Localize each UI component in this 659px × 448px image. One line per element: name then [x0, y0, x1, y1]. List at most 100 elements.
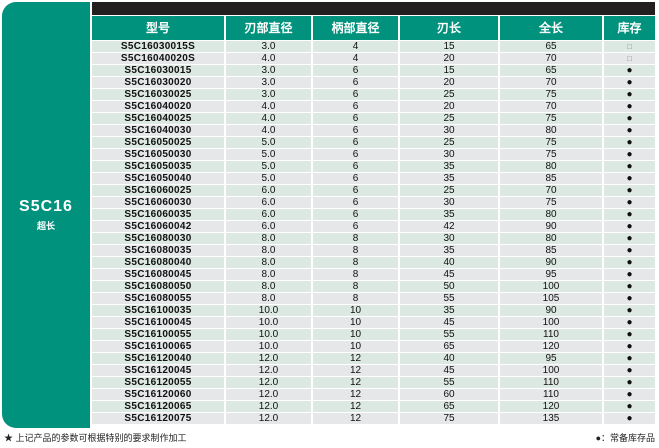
table-cell: 40: [398, 257, 498, 268]
table-cell: 8.0: [224, 269, 311, 280]
table-cell: S5C16100035: [92, 305, 224, 316]
table-cell: 30: [398, 197, 498, 208]
stock-legend: ●：常备库存品: [595, 433, 655, 443]
table-cell: S5C16040020S: [92, 53, 224, 64]
table-cell: 95: [498, 269, 602, 280]
table-cell: 6: [311, 137, 398, 148]
table-cell: 12.0: [224, 401, 311, 412]
table-cell: ●: [602, 173, 655, 184]
table-cell: 80: [498, 125, 602, 136]
table-cell: ●: [602, 65, 655, 76]
table-row: S5C16100045 10.0 10 45 100 ●: [92, 316, 655, 328]
table-cell: S5C16080040: [92, 257, 224, 268]
table-cell: 70: [498, 53, 602, 64]
table-cell: 35: [398, 209, 498, 220]
table-cell: 10.0: [224, 341, 311, 352]
table-cell: 6: [311, 173, 398, 184]
table-row: S5C16040030 4.0 6 30 80 ●: [92, 124, 655, 136]
table-cell: ●: [602, 209, 655, 220]
table-cell: S5C16080045: [92, 269, 224, 280]
table-cell: 110: [498, 389, 602, 400]
table-cell: 25: [398, 113, 498, 124]
table-cell: 6: [311, 101, 398, 112]
table-cell: 70: [498, 77, 602, 88]
table-cell: 12: [311, 389, 398, 400]
table-cell: 70: [498, 185, 602, 196]
table-cell: 8.0: [224, 257, 311, 268]
table-cell: 90: [498, 257, 602, 268]
table-cell: ●: [602, 257, 655, 268]
table-cell: S5C16080050: [92, 281, 224, 292]
table-cell: S5C16030020: [92, 77, 224, 88]
table-cell: 55: [398, 377, 498, 388]
table-cell: 4: [311, 53, 398, 64]
table-cell: 8.0: [224, 293, 311, 304]
table-cell: 110: [498, 377, 602, 388]
table-cell: 6.0: [224, 209, 311, 220]
table-cell: 120: [498, 341, 602, 352]
table-cell: 35: [398, 305, 498, 316]
table-cell: 3.0: [224, 77, 311, 88]
table-cell: 45: [398, 317, 498, 328]
table-cell: ●: [602, 353, 655, 364]
column-header: 全长: [498, 16, 602, 40]
table-cell: 75: [498, 149, 602, 160]
table-cell: S5C16050030: [92, 149, 224, 160]
table-cell: ●: [602, 401, 655, 412]
table-cell: 20: [398, 77, 498, 88]
table-cell: ●: [602, 317, 655, 328]
table-row: S5C16060030 6.0 6 30 75 ●: [92, 196, 655, 208]
table-cell: 5.0: [224, 137, 311, 148]
table-row: S5C16080035 8.0 8 35 85 ●: [92, 244, 655, 256]
table-row: S5C16050035 5.0 6 35 80 ●: [92, 160, 655, 172]
table-cell: 6: [311, 113, 398, 124]
table-cell: 25: [398, 137, 498, 148]
table-cell: S5C16100065: [92, 341, 224, 352]
table-cell: ●: [602, 89, 655, 100]
table-cell: 35: [398, 173, 498, 184]
table-cell: 80: [498, 161, 602, 172]
table-cell: 4: [311, 41, 398, 52]
table-cell: 8: [311, 269, 398, 280]
table-cell: S5C16030015: [92, 65, 224, 76]
table-cell: 5.0: [224, 161, 311, 172]
table-cell: 75: [498, 113, 602, 124]
table-cell: ●: [602, 365, 655, 376]
table-cell: 12.0: [224, 377, 311, 388]
table-cell: 100: [498, 365, 602, 376]
table-cell: ●: [602, 185, 655, 196]
table-cell: 30: [398, 149, 498, 160]
table-cell: ●: [602, 269, 655, 280]
table-cell: 6: [311, 77, 398, 88]
table-row: S5C16100065 10.0 10 65 120 ●: [92, 340, 655, 352]
table-cell: 3.0: [224, 41, 311, 52]
table-cell: S5C16100045: [92, 317, 224, 328]
table-cell: 8: [311, 281, 398, 292]
table-cell: 15: [398, 41, 498, 52]
column-header: 刃长: [398, 16, 498, 40]
table-cell: ●: [602, 197, 655, 208]
table-cell: 4.0: [224, 125, 311, 136]
table-row: S5C16080055 8.0 8 55 105 ●: [92, 292, 655, 304]
table-cell: 12: [311, 401, 398, 412]
table-cell: 6: [311, 125, 398, 136]
table-cell: ●: [602, 293, 655, 304]
table-cell: ●: [602, 281, 655, 292]
table-cell: 8: [311, 245, 398, 256]
table-cell: 45: [398, 365, 498, 376]
table-cell: 4.0: [224, 53, 311, 64]
table-cell: 4.0: [224, 101, 311, 112]
table-cell: S5C16060030: [92, 197, 224, 208]
table-cell: ●: [602, 101, 655, 112]
table-cell: S5C16030025: [92, 89, 224, 100]
table-cell: 6: [311, 197, 398, 208]
header-row: 型号 刃部直径 柄部直径 刃长 全长 库存: [92, 16, 655, 40]
column-header: 柄部直径: [311, 16, 398, 40]
table-row: S5C16030015 3.0 6 15 65 ●: [92, 64, 655, 76]
table-row: S5C16080040 8.0 8 40 90 ●: [92, 256, 655, 268]
table-cell: 35: [398, 245, 498, 256]
table-cell: 110: [498, 329, 602, 340]
table-row: S5C16120075 12.0 12 75 135 ●: [92, 412, 655, 424]
table-cell: 100: [498, 317, 602, 328]
series-subtitle: 超长: [36, 221, 55, 231]
